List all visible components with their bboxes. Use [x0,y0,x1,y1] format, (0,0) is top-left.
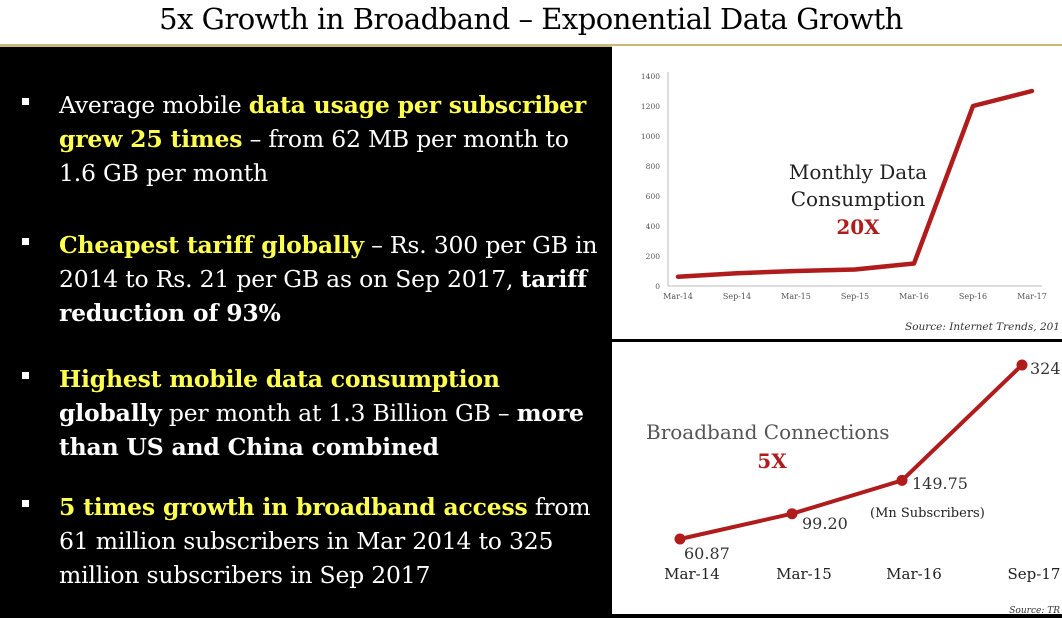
data-label: 60.87 [684,544,730,563]
data-point [896,474,908,486]
growth-highlight: 5X [757,449,787,473]
bullet-segment: Highest mobile data consumption [59,365,500,393]
bullet-text: 5 times growth in broadband access from … [59,490,599,592]
data-label: 99.20 [802,514,848,533]
broadband-chart: 60.87 99.20 149.75 324.8 Mar-14 Mar-15 Mar-16 S… [646,359,1062,616]
bullet-segment: more than US and China combined [59,399,584,461]
bullet-marker-icon [22,372,29,379]
x-tick-label: Mar-14 [663,292,693,301]
title-bar: 5x Growth in Broadband – Exponential Dat… [0,0,1062,47]
y-tick-label: 1400 [641,72,660,81]
bullet-segment: tariff reduction of 93% [59,265,587,327]
x-tick-label: Mar-17 [1017,292,1047,301]
y-tick-label: 400 [646,222,661,231]
x-tick-label: Mar-15 [776,565,832,583]
bullet-segment: Average mobile [59,91,249,119]
source-note: Source: Internet Trends, 201 [905,321,1060,333]
data-label: 324.8 [1030,359,1062,378]
bullet-marker-icon [22,500,29,507]
data-point [786,508,798,520]
bullet-segment: data usage per subscriber grew 25 times [59,91,587,153]
x-tick-label: Mar-16 [886,565,942,583]
data-point [674,533,686,545]
unit-note: (Mn Subscribers) [870,506,985,521]
x-tick-label: Mar-14 [664,565,720,583]
x-tick-label: Sep-15 [841,292,869,301]
consumption-series-line [675,88,1035,279]
x-tick-label: Sep-16 [959,292,987,301]
x-tick-label: Sep-17 [1008,565,1061,583]
monthly-data-chart-panel: 0 200 400 600 800 1000 1200 1400 Mar-14 Sep-14 Mar… [612,46,1062,339]
bullet-segment: – from 62 MB per month to 1.6 GB per mon… [59,125,569,187]
annotation-line: Consumption [791,187,926,211]
bullet-marker-icon [22,98,29,105]
bullet-segment: from 61 million subscribers in Mar 2014 … [59,493,591,589]
x-tick-label: Sep-14 [723,292,751,301]
page-title: 5x Growth in Broadband – Exponential Dat… [159,2,903,36]
y-tick-label: 600 [646,192,661,201]
x-tick-label: Mar-16 [899,292,929,301]
y-tick-label: 800 [646,162,661,171]
bullet-segment: 5 times growth in broadband access [59,493,528,521]
monthly-data-chart: 0 200 400 600 800 1000 1200 1400 Mar-14 Sep-14 Mar… [641,72,1060,333]
y-tick-label: 200 [646,252,661,261]
bullet-text: Highest mobile data consumption globally… [59,362,599,464]
data-point [1016,359,1028,371]
source-note: Source: TR [1009,606,1060,614]
broadband-series-line [678,363,1024,541]
x-tick-label: Mar-15 [781,292,811,301]
bullet-marker-icon [22,238,29,245]
annotation-title: Broadband Connections [646,420,890,444]
bullet-segment: per month at 1.3 Billion GB – [161,399,517,427]
bullet-segment: Cheapest tariff globally [59,231,364,259]
y-tick-label: 1200 [641,102,660,111]
bullet-text: Cheapest tariff globally – Rs. 300 per G… [59,228,599,330]
growth-highlight: 20X [836,215,880,239]
data-label: 149.75 [912,474,968,493]
annotation-line: Monthly Data [789,160,927,184]
bullet-segment: – Rs. 300 per GB in 2014 to Rs. 21 per G… [59,231,598,293]
broadband-chart-panel: 60.87 99.20 149.75 324.8 Mar-14 Mar-15 Mar-16 S… [612,342,1062,616]
bullet-segment: globally [59,399,162,427]
y-tick-label: 1000 [641,132,660,141]
bullet-text: Average mobile data usage per subscriber… [59,88,599,190]
y-tick-label: 0 [655,282,660,291]
